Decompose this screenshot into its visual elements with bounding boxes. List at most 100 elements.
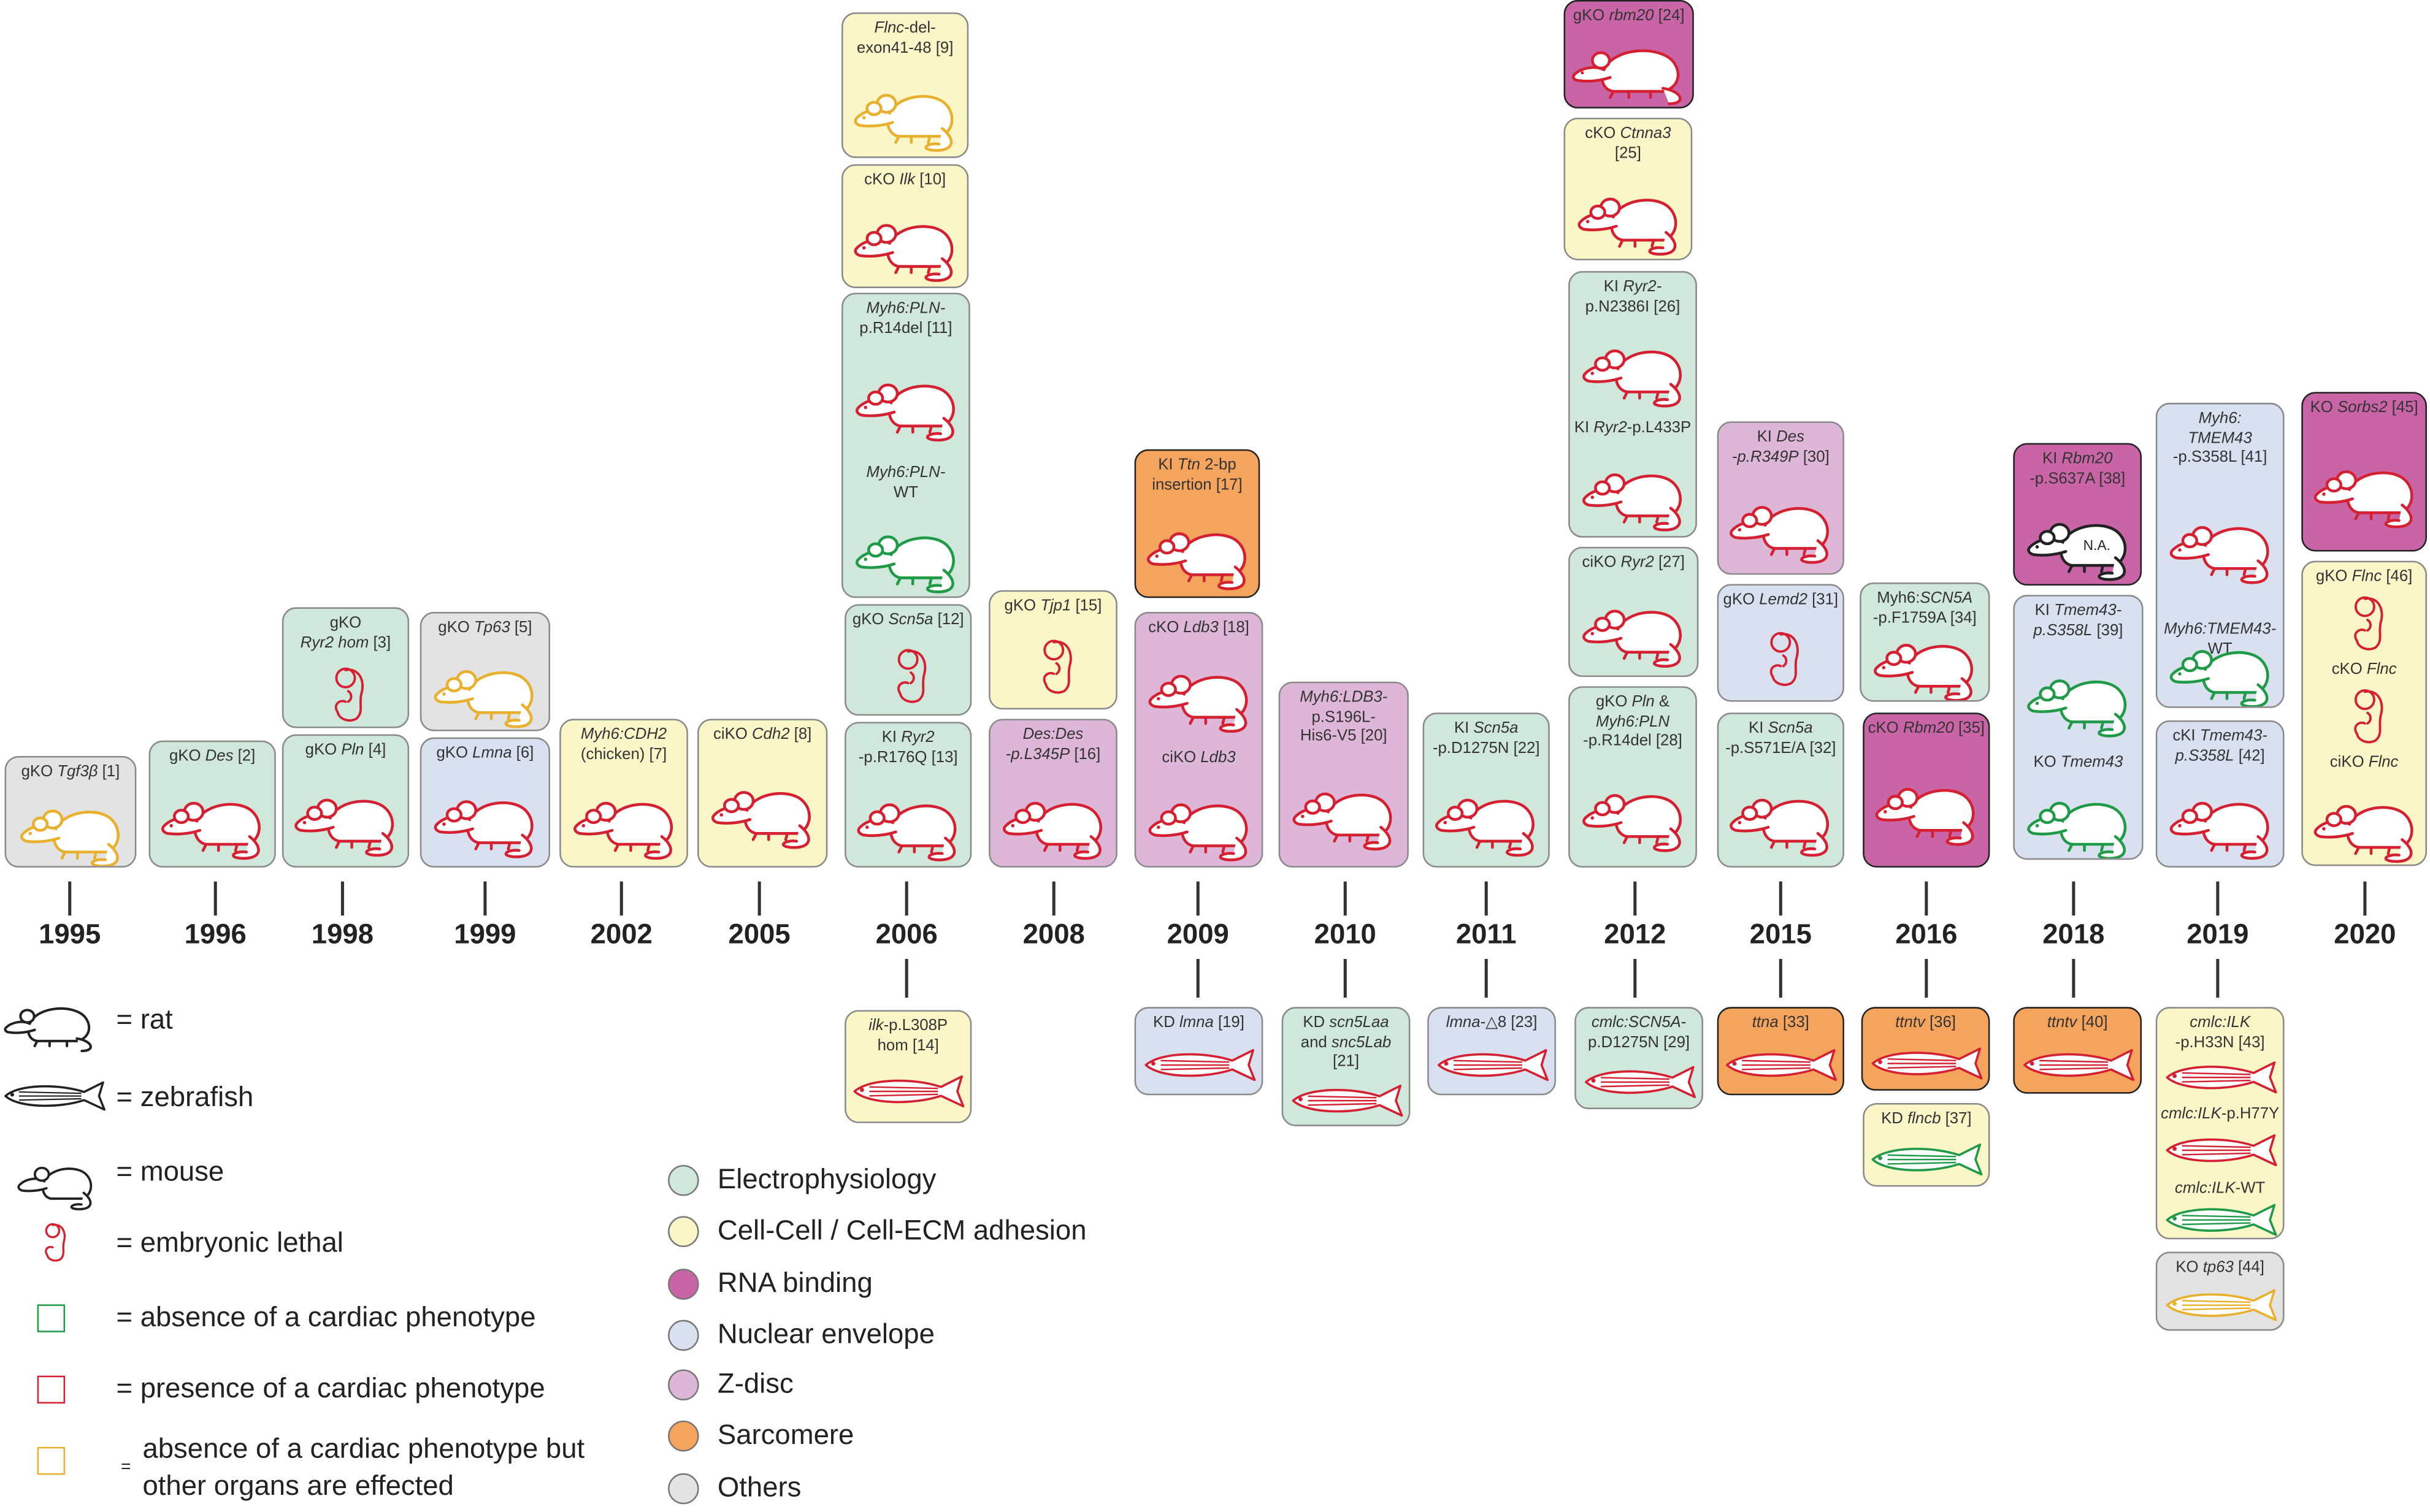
category-rna_binding-label: RNA binding <box>717 1267 873 1299</box>
model-entry: cKO Rbm20 [35] <box>1865 714 1988 866</box>
model-entry: ciKO Ryr2 [27] <box>1570 548 1697 676</box>
model-label: KI Ttn 2-bp insertion [17] <box>1152 457 1243 494</box>
category-adhesion-swatch <box>668 1216 699 1247</box>
model-entry: KO Tmem43 <box>2015 748 2142 858</box>
model-label: gKO Tgf3β [1] <box>21 763 120 781</box>
model-label: KI Ryr2-p.L433P <box>1574 419 1692 437</box>
model-label: KI Ryr2 -p.R176Q [13] <box>858 730 958 766</box>
model-card-43: cmlc:ILK -p.H33N [43] cmlc:ILK-p.H77Y cml… <box>2155 1007 2285 1240</box>
phenotype-text: = absence of a cardiac phenotype <box>116 1301 536 1332</box>
embryo-icon <box>34 1218 72 1272</box>
model-entry: KD scn5Laa and snc5Lab [21] <box>1283 1009 1409 1124</box>
zebrafish-icon <box>0 1079 109 1122</box>
mouse-icon <box>1136 648 1260 743</box>
year-tick-down <box>1197 958 1200 998</box>
model-label: cmlc:ILK-p.H77Y <box>2161 1105 2280 1123</box>
phenotype-text: = presence of a cardiac phenotype <box>116 1372 545 1404</box>
model-label: cKO Flnc <box>2331 661 2397 679</box>
model-card-9: Flnc-del-exon41-48 [9] <box>841 12 969 158</box>
mouse-icon <box>1571 323 1695 417</box>
year-tick-up <box>2216 881 2219 916</box>
mouse-icon <box>2016 774 2140 858</box>
model-label: Myh6:PLN- WT <box>866 464 946 502</box>
model-entry: gKO Tgf3β [1] <box>6 758 135 866</box>
embryo-icon <box>1754 623 1807 699</box>
model-label: cKI Tmem43- p.S358L [42] <box>2172 728 2267 765</box>
model-label: ilk-p.L308P hom [14] <box>868 1017 948 1055</box>
model-card-5: gKO Tp63 [5] <box>420 612 551 731</box>
model-entry: Myh6:SCN5A -p.F1759A [34] <box>1861 584 1988 701</box>
model-entry: Myh6: TMEM43 -p.S358L [41] <box>2157 404 2283 615</box>
model-label: cmlc:SCN5A-p.D1275N [29] <box>1588 1014 1690 1052</box>
model-card-45: KO Sorbs2 [45] <box>2301 392 2427 552</box>
model-card-1: gKO Tgf3β [1] <box>4 755 137 868</box>
model-entry: KI Scn5a -p.D1275N [22] <box>1424 714 1548 866</box>
model-entry: KD flncb [37] <box>1865 1104 1988 1185</box>
model-label: KI Des -p.R349P [30] <box>1731 429 1830 466</box>
year-label: 1999 <box>454 918 516 950</box>
model-label: ttntv [40] <box>2047 1014 2108 1032</box>
model-label: KO tp63 [44] <box>2175 1259 2264 1277</box>
model-entry: cKO Ilk [10] <box>843 166 967 286</box>
year-tick-up <box>1052 881 1056 916</box>
category-nuclear_envelope-swatch <box>668 1319 699 1351</box>
model-label: cmlc:ILK -p.H33N [43] <box>2175 1014 2265 1052</box>
model-entry: KI Ryr2- p.N2386I [26] <box>1570 273 1696 414</box>
model-label: cKO Ctnna3 [25] <box>1585 125 1671 162</box>
mouse-icon <box>562 774 686 866</box>
model-card-32: KI Scn5a -p.S571E/A [32] <box>1717 712 1844 868</box>
model-entry: KI Tmem43- p.S358L [39] <box>2015 597 2142 749</box>
year-tick-up <box>483 881 486 916</box>
model-entry: gKO rbm20 [24] <box>1565 2 1692 107</box>
embryo-icon <box>2338 587 2391 663</box>
year-label: 2015 <box>1749 918 1812 950</box>
model-entry: ttntv [36] <box>1863 1009 1988 1089</box>
mouse-icon <box>9 1147 102 1220</box>
model-label: gKO rbm20 [24] <box>1573 7 1685 25</box>
year-label: 2016 <box>1895 918 1958 950</box>
model-label: ciKO Flnc <box>2329 754 2399 772</box>
mouse-icon: N.A. <box>2015 495 2139 584</box>
model-entry: gKO Tjp1 [15] <box>991 592 1116 708</box>
mouse-icon <box>150 775 274 866</box>
year-tick-up <box>2363 881 2366 916</box>
zebrafish-icon <box>848 1071 968 1118</box>
mouse-icon <box>844 508 968 597</box>
model-card-25: cKO Ctnna3 [25] <box>1563 118 1693 261</box>
model-entry: gKO Pln [4] <box>283 736 407 866</box>
model-card-38: KI Rbm20 -p.S637A [38] N.A. <box>2013 443 2142 586</box>
model-label: Myh6:SCN5A -p.F1759A [34] <box>1872 590 1977 627</box>
year-label: 2020 <box>2334 918 2396 950</box>
model-card-30: KI Des -p.R349P [30] <box>1717 421 1844 575</box>
mouse-icon <box>1571 583 1695 676</box>
year-tick-up <box>905 881 908 916</box>
category-sarcomere-swatch <box>668 1420 699 1452</box>
model-label: ciKO Cdh2 [8] <box>713 726 812 744</box>
mouse-icon <box>991 774 1115 866</box>
category-sarcomere-label: Sarcomere <box>717 1419 854 1450</box>
year-tick-down <box>1633 958 1636 998</box>
category-electrophysiology-label: Electrophysiology <box>717 1163 937 1195</box>
year-tick-down <box>1925 958 1928 998</box>
year-tick-up <box>620 881 623 916</box>
mouse-icon <box>2158 774 2282 866</box>
model-entry: Des:Des -p.L345P [16] <box>991 720 1116 866</box>
model-label: cKO Ilk [10] <box>864 172 946 189</box>
model-label: KI Ryr2- p.N2386I [26] <box>1585 278 1681 316</box>
year-tick-up <box>68 881 71 916</box>
model-card-19: KD lmna [19] <box>1134 1007 1263 1096</box>
model-entry: gKO Scn5a [12] <box>846 606 970 714</box>
year-tick-down <box>905 958 908 998</box>
zebrafish-icon <box>1865 1044 1986 1089</box>
model-entry: cKO Flnc <box>2303 655 2426 749</box>
model-entry: KO Sorbs2 [45] <box>2303 394 2426 550</box>
model-entry: gKO Lmna [6] <box>421 739 548 866</box>
year-label: 2006 <box>875 918 938 950</box>
phenotype-green-square <box>37 1304 66 1332</box>
zebrafish-icon <box>1866 1140 1987 1185</box>
model-card-22: KI Scn5a -p.D1275N [22] <box>1422 712 1550 868</box>
model-label: KO Sorbs2 [45] <box>2310 399 2418 417</box>
legend-embryo-text: = embryonic lethal <box>116 1227 343 1258</box>
zebrafish-icon <box>2017 1045 2138 1092</box>
model-entry: ttna [33] <box>1719 1009 1842 1094</box>
